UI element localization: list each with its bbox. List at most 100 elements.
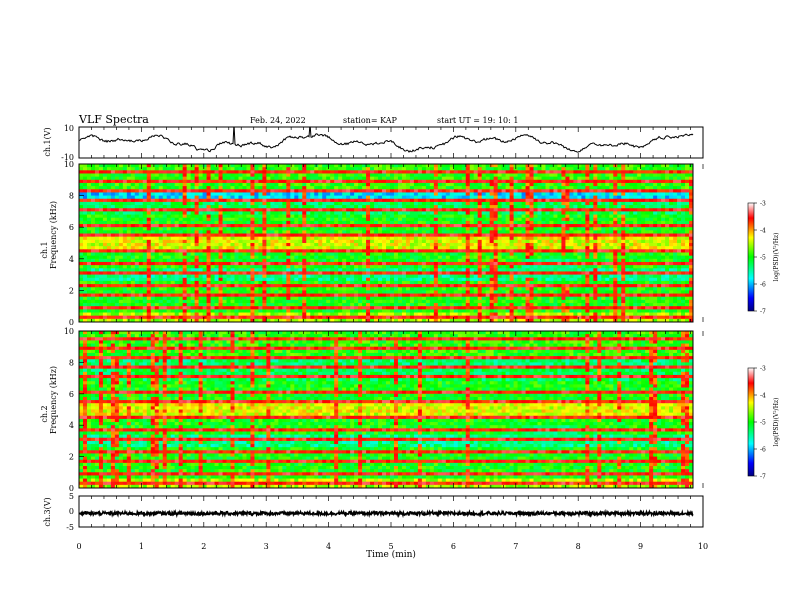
spectrogram-cell <box>482 215 486 219</box>
spectrogram-cell <box>103 234 107 238</box>
spectrogram-cell <box>175 259 179 263</box>
spectrogram-cell <box>669 237 673 241</box>
spectrogram-cell <box>350 170 354 174</box>
spectrogram-cell <box>282 237 286 241</box>
spectrogram-cell <box>231 256 235 260</box>
spectrogram-cell <box>195 164 199 168</box>
spectrogram-cell <box>601 218 605 222</box>
spectrogram-cell <box>545 230 549 234</box>
spectrogram-cell <box>613 256 617 260</box>
spectrogram-cell <box>609 237 613 241</box>
spectrogram-cell <box>629 259 633 263</box>
spectrogram-cell <box>597 215 601 219</box>
spectrogram-cell <box>191 256 195 260</box>
spectrogram-cell <box>394 170 398 174</box>
spectrogram-cell <box>645 221 649 225</box>
spectrogram-cell <box>661 215 665 219</box>
spectrogram-cell <box>187 234 191 238</box>
spectrogram-cell <box>278 180 282 184</box>
spectrogram-cell <box>382 237 386 241</box>
spectrogram-cell <box>653 164 657 168</box>
spectrogram-cell <box>187 199 191 203</box>
spectrogram-cell <box>530 211 534 215</box>
spectrogram-cell <box>314 192 318 196</box>
spectrogram-cell <box>617 189 621 193</box>
spectrogram-cell <box>601 186 605 190</box>
spectrogram-cell <box>406 243 410 247</box>
spectrogram-cell <box>394 227 398 231</box>
spectrogram-cell <box>274 177 278 181</box>
spectrogram-cell <box>131 262 135 266</box>
spectrogram-cell <box>482 180 486 184</box>
spectrogram-cell <box>605 173 609 177</box>
spectrogram-cell <box>605 167 609 171</box>
spectrogram-cell <box>354 189 358 193</box>
spectrogram-cell <box>318 243 322 247</box>
spectrogram-cell <box>510 249 514 253</box>
spectrogram-cell <box>282 177 286 181</box>
spectrogram-cell <box>238 189 242 193</box>
spectrogram-cell <box>362 224 366 228</box>
spectrogram-cell <box>538 192 542 196</box>
spectrogram-cell <box>673 208 677 212</box>
spectrogram-cell <box>155 211 159 215</box>
spectrogram-cell <box>286 186 290 190</box>
spectrogram-cell <box>143 208 147 212</box>
spectrogram-cell <box>199 221 203 225</box>
spectrogram-cell <box>167 256 171 260</box>
spectrogram-cell <box>494 164 498 168</box>
spectrogram-cell <box>370 234 374 238</box>
spectrogram-cell <box>234 215 238 219</box>
spectrogram-cell <box>490 243 494 247</box>
spectrogram-cell <box>115 243 119 247</box>
spectrogram-cell <box>538 246 542 250</box>
spectrogram-cell <box>641 202 645 206</box>
spectrogram-cell <box>143 205 147 209</box>
spectrogram-cell <box>219 199 223 203</box>
spectrogram-cell <box>450 192 454 196</box>
spectrogram-cell <box>302 234 306 238</box>
spectrogram-cell <box>338 189 342 193</box>
spectrogram-cell <box>629 240 633 244</box>
spectrogram-cell <box>366 183 370 187</box>
spectrogram-cell <box>95 192 99 196</box>
spectrogram-cell <box>338 234 342 238</box>
spectrogram-cell <box>290 196 294 200</box>
spectrogram-cell <box>358 259 362 263</box>
spectrogram-cell <box>195 221 199 225</box>
spectrogram-cell <box>250 259 254 263</box>
spectrogram-cell <box>545 224 549 228</box>
spectrogram-cell <box>346 189 350 193</box>
spectrogram-cell <box>673 243 677 247</box>
spectrogram-cell <box>207 237 211 241</box>
spectrogram-cell <box>398 230 402 234</box>
spectrogram-cell <box>462 252 466 256</box>
spectrogram-cell <box>358 237 362 241</box>
spectrogram-cell <box>418 177 422 181</box>
spectrogram-cell <box>211 259 215 263</box>
spectrogram-cell <box>163 230 167 234</box>
spectrogram-cell <box>282 186 286 190</box>
spectrogram-cell <box>402 211 406 215</box>
spectrogram-cell <box>390 189 394 193</box>
spectrogram-cell <box>613 237 617 241</box>
spectrogram-cell <box>386 224 390 228</box>
spectrogram-cell <box>510 205 514 209</box>
spectrogram-cell <box>561 246 565 250</box>
spectrogram-cell <box>414 249 418 253</box>
spectrogram-cell <box>310 205 314 209</box>
spectrogram-cell <box>422 173 426 177</box>
spectrogram-cell <box>326 177 330 181</box>
spectrogram-cell <box>183 199 187 203</box>
spectrogram-cell <box>621 215 625 219</box>
spectrogram-cell <box>637 208 641 212</box>
spectrogram-cell <box>159 211 163 215</box>
spectrogram-cell <box>466 183 470 187</box>
spectrogram-cell <box>494 224 498 228</box>
spectrogram-cell <box>326 262 330 266</box>
spectrogram-cell <box>203 202 207 206</box>
spectrogram-cell <box>545 240 549 244</box>
spectrogram-cell <box>581 173 585 177</box>
spectrogram-cell <box>362 208 366 212</box>
spectrogram-cell <box>87 186 91 190</box>
